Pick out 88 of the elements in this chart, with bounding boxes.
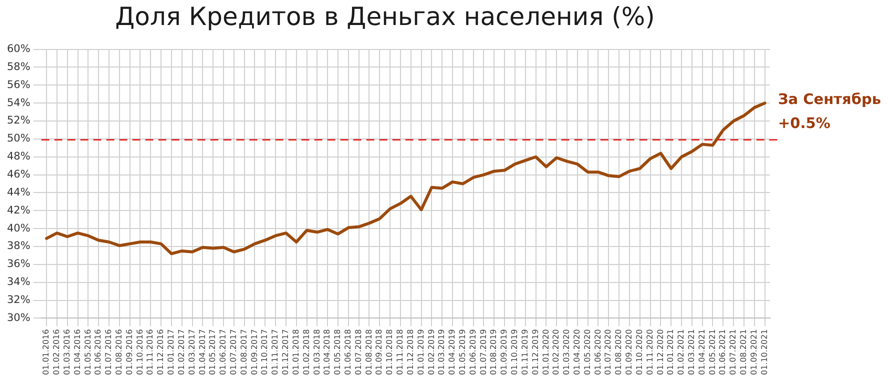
x-tick-label: 01.01.2021: [666, 329, 676, 376]
x-tick-label: 01.08.2018: [364, 329, 374, 376]
x-tick-label: 01.11.2017: [270, 329, 280, 376]
x-tick-label: 01.11.2018: [396, 329, 405, 376]
x-tick-label: 01.01.2018: [291, 329, 300, 376]
y-tick-label: 50%: [6, 132, 30, 145]
x-tick-label: 01.05.2019: [458, 329, 467, 376]
x-tick-label: 01.12.2020: [656, 329, 665, 376]
y-tick-label: 58%: [6, 60, 30, 73]
x-tick-label: 01.06.2016: [94, 329, 103, 376]
x-tick-label: 01.06.2017: [218, 329, 228, 376]
x-tick-label: 01.11.2016: [146, 329, 155, 376]
x-tick-label: 01.07.2020: [604, 329, 613, 376]
y-tick-label: 36%: [6, 258, 30, 270]
x-tick-label: 01.04.2020: [572, 329, 582, 376]
x-tick-label: 01.01.2016: [42, 329, 51, 376]
x-tick-label: 01.07.2017: [228, 329, 238, 376]
x-tick-label: 01.01.2020: [541, 329, 550, 376]
x-tick-label: 01.09.2018: [374, 329, 384, 376]
x-tick-label: 01.04.2017: [198, 329, 207, 376]
x-tick-label: 01.09.2019: [500, 329, 509, 376]
y-tick-label: 42%: [6, 204, 30, 216]
x-tick-label: 01.12.2018: [406, 329, 415, 376]
x-tick-label: 01.12.2019: [530, 329, 540, 376]
x-tick-label: 01.08.2016: [114, 329, 124, 376]
x-tick-label: 01.05.2020: [582, 329, 592, 376]
x-tick-label: 01.07.2021: [728, 329, 738, 376]
x-tick-label: 01.01.2017: [166, 329, 176, 376]
y-tick-label: 40%: [6, 222, 30, 234]
x-tick-label: 01.03.2016: [62, 329, 72, 376]
x-tick-label: 01.08.2019: [489, 329, 498, 376]
y-tick-label: 56%: [6, 78, 30, 91]
y-tick-label: 46%: [6, 168, 30, 181]
x-tick-label: 01.04.2018: [322, 329, 332, 376]
x-tick-label: 01.10.2021: [760, 329, 769, 376]
x-tick-label: 01.03.2020: [562, 329, 572, 376]
x-tick-label: 01.04.2016: [72, 329, 82, 376]
x-tick-label: 01.02.2021: [676, 329, 686, 376]
x-tick-label: 01.10.2017: [260, 329, 270, 376]
text: За Сентябрь +0.5%: [778, 91, 882, 134]
x-tick-label: 01.06.2020: [593, 329, 602, 376]
x-tick-label: 01.02.2018: [302, 329, 311, 376]
x-tick-label: 01.06.2021: [718, 329, 728, 376]
y-tick-label: 30%: [6, 312, 30, 324]
x-tick-label: 01.04.2019: [448, 329, 457, 376]
x-tick-label: 01.06.2019: [468, 329, 478, 376]
x-tick-label: 01.10.2020: [634, 329, 644, 376]
y-tick-label: 60%: [6, 43, 30, 56]
x-tick-label: 01.04.2021: [697, 329, 706, 376]
x-tick-label: 01.05.2016: [83, 329, 92, 376]
x-tick-label: 01.11.2019: [520, 329, 530, 376]
x-tick-label: 01.07.2016: [104, 329, 114, 376]
x-tick-label: 01.09.2021: [749, 329, 758, 376]
x-tick-label: 01.12.2016: [156, 329, 166, 376]
chart-title: Доля Кредитов в Деньгах населения (%): [114, 2, 656, 31]
y-tick-label: 32%: [6, 294, 30, 306]
x-tick-label: 01.03.2018: [312, 329, 322, 376]
y-tick-label: 38%: [6, 240, 30, 252]
x-tick-label: 01.05.2017: [208, 329, 218, 376]
x-tick-label: 01.12.2017: [281, 329, 290, 376]
y-tick-label: 54%: [6, 96, 30, 109]
x-tick-label: 01.05.2021: [708, 329, 717, 376]
x-tick-label: 01.02.2016: [52, 329, 62, 376]
y-tick-label: 34%: [6, 276, 30, 288]
x-tick-label: 01.02.2017: [176, 329, 186, 376]
x-tick-label: 01.09.2020: [624, 329, 634, 376]
x-tick-label: 01.09.2017: [250, 329, 259, 376]
x-tick-label: 01.10.2016: [135, 329, 144, 376]
x-tick-label: 01.02.2020: [552, 329, 561, 376]
x-tick-label: 01.03.2017: [187, 329, 196, 376]
y-tick-label: 44%: [6, 186, 30, 198]
x-tick-label: 01.10.2019: [510, 329, 520, 376]
x-tick-label: 01.11.2020: [645, 329, 654, 376]
x-tick-label: 01.03.2019: [437, 329, 446, 376]
x-tick-label: 01.06.2018: [343, 329, 352, 376]
y-tick-label: 48%: [6, 150, 30, 163]
x-tick-label: 01.07.2019: [478, 329, 488, 376]
x-tick-label: 01.09.2016: [124, 329, 134, 376]
x-tick-label: 01.07.2018: [354, 329, 363, 376]
y-tick-label: 52%: [6, 114, 30, 127]
x-tick-label: 01.05.2018: [333, 329, 342, 376]
x-tick-label: 01.10.2018: [385, 329, 394, 376]
x-tick-label: 01.03.2021: [687, 329, 696, 376]
x-tick-label: 01.08.2020: [614, 329, 624, 376]
x-tick-label: 01.01.2019: [416, 329, 426, 376]
x-tick-label: 01.02.2019: [426, 329, 436, 376]
x-tick-label: 01.08.2021: [739, 329, 748, 376]
x-tick-label: 01.08.2017: [239, 329, 248, 376]
